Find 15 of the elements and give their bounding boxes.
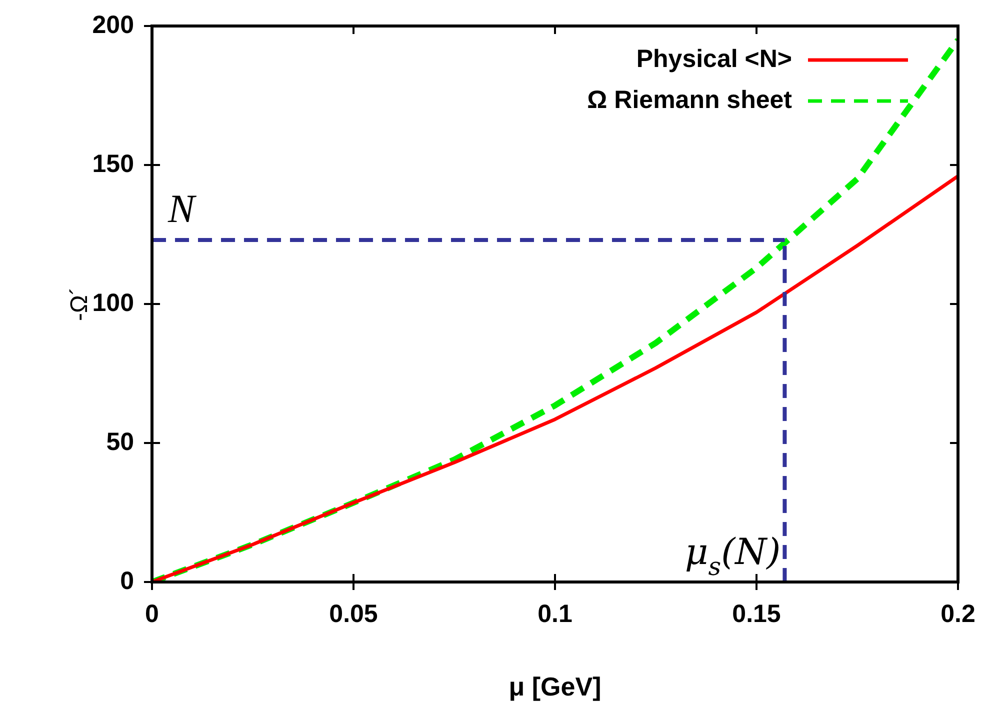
legend-label: Physical <N>	[636, 44, 792, 73]
y-tick-label: 0	[120, 566, 134, 595]
y-tick-label: 50	[106, 428, 134, 456]
x-tick-label: 0.15	[732, 600, 781, 628]
legend-label: Ω Riemann sheet	[587, 86, 793, 114]
ref-line-label: N	[167, 186, 197, 232]
y-tick-label: 100	[92, 288, 134, 317]
x-tick-label: 0.05	[329, 600, 378, 628]
x-axis-title: μ [GeV]	[508, 672, 602, 702]
x-tick-label: 0	[145, 600, 159, 628]
x-tick-label: 0.2	[940, 600, 976, 628]
y-tick-label: 200	[92, 10, 134, 39]
x-tick-label: 0.1	[538, 600, 572, 628]
y-tick-label: 150	[92, 150, 134, 178]
y-axis-title: -Ω´	[66, 287, 94, 321]
